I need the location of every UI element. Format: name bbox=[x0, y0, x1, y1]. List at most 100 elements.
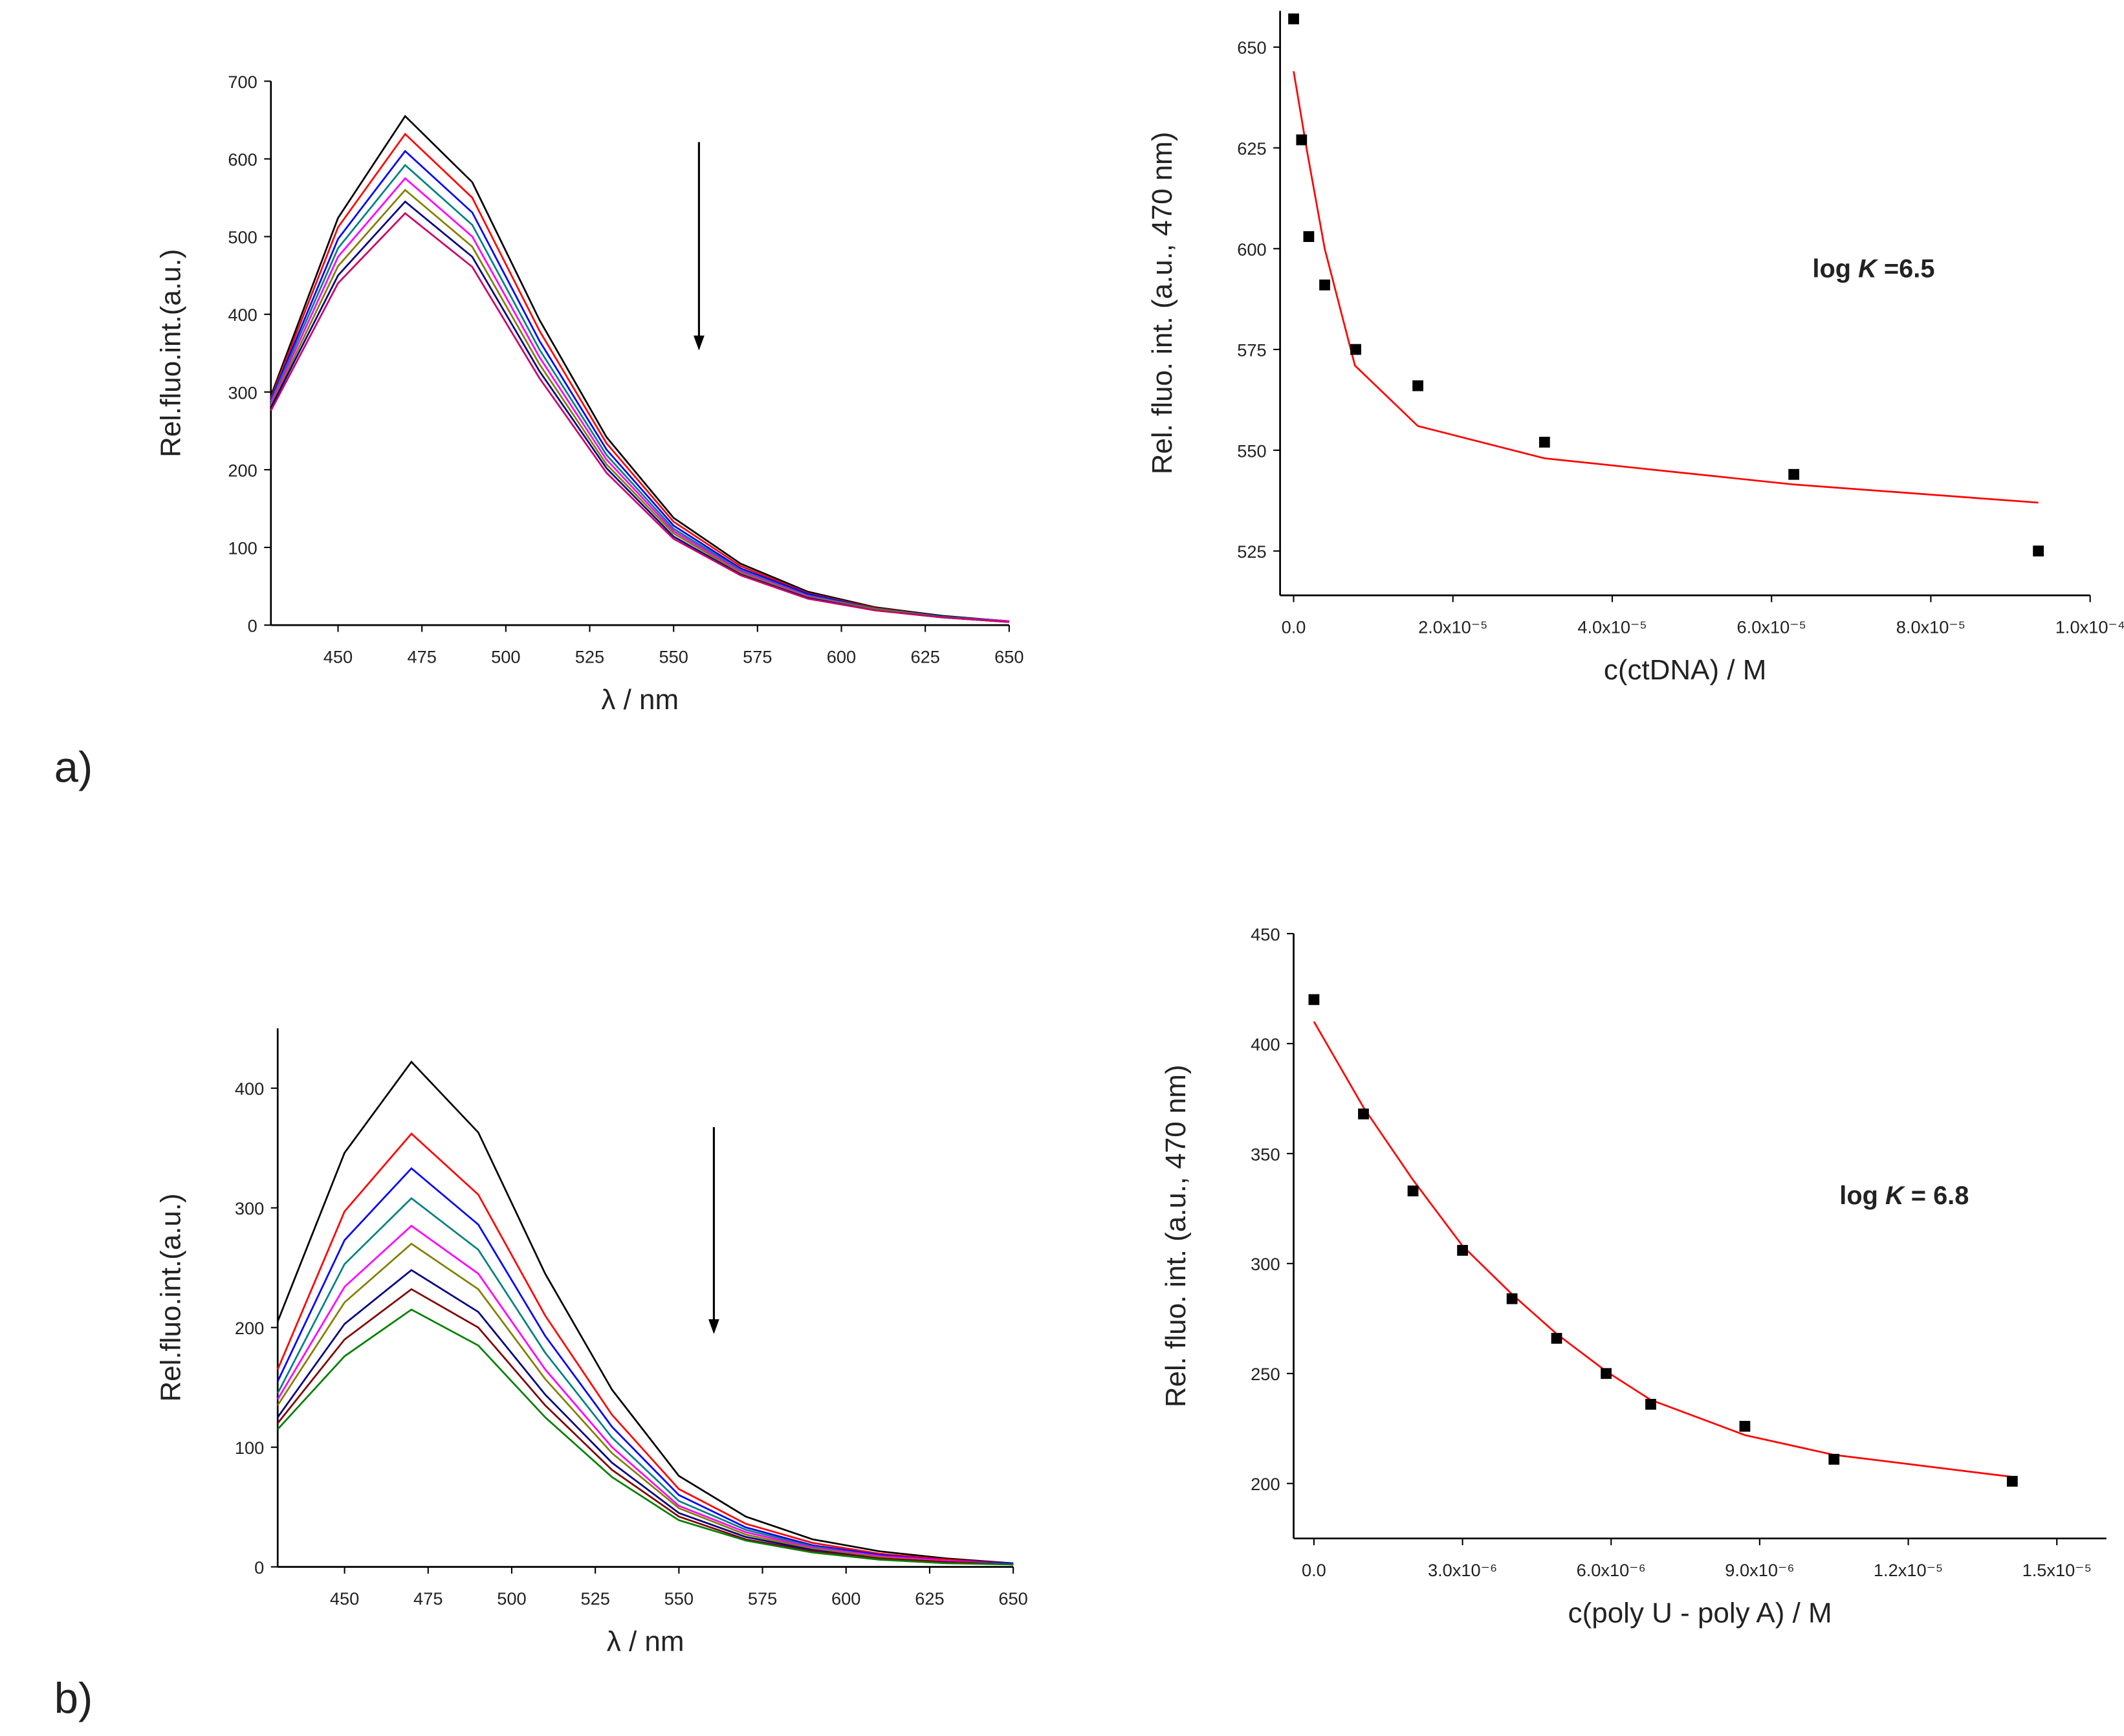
x-tick-label: 3.0x10⁻⁶ bbox=[1428, 1560, 1497, 1580]
y-tick-label: 0 bbox=[248, 616, 257, 636]
data-point bbox=[1506, 1293, 1518, 1304]
annotation-part: = 6.8 bbox=[1904, 1181, 1969, 1210]
data-point bbox=[1288, 13, 1299, 25]
x-tick-label: 550 bbox=[664, 1588, 694, 1609]
spectrum-line bbox=[276, 1167, 1014, 1565]
spectrum-line bbox=[270, 177, 1009, 622]
x-tick-label: 4.0x10⁻⁵ bbox=[1577, 617, 1647, 637]
y-tick-label: 700 bbox=[228, 72, 257, 92]
y-axis-label: Rel. fluo. int. (a.u., 470 nm) bbox=[1160, 1064, 1192, 1407]
annotation-part: =6.5 bbox=[1877, 255, 1935, 283]
x-tick-label: 1.2x10⁻⁵ bbox=[1874, 1560, 1943, 1580]
x-tick-label: 6.0x10⁻⁵ bbox=[1737, 617, 1806, 637]
x-tick-label: 475 bbox=[413, 1588, 443, 1609]
data-point bbox=[1308, 994, 1320, 1005]
y-tick-label: 600 bbox=[228, 149, 257, 170]
y-axis-label: Rel.fluo.int.(a.u.) bbox=[155, 249, 186, 457]
y-tick-label: 300 bbox=[235, 1198, 264, 1218]
spectrum-line bbox=[276, 1132, 1014, 1565]
y-tick-label: 100 bbox=[228, 538, 257, 558]
panel-label: a) bbox=[54, 743, 93, 792]
data-point bbox=[1788, 468, 1800, 480]
data-point bbox=[1457, 1245, 1468, 1256]
spectrum-line bbox=[277, 1197, 1014, 1566]
x-tick-label: 525 bbox=[575, 647, 604, 667]
y-tick-label: 100 bbox=[235, 1438, 264, 1458]
x-tick-label: 500 bbox=[491, 647, 520, 667]
y-tick-label: 300 bbox=[228, 382, 257, 402]
x-tick-label: 0.0 bbox=[1302, 1560, 1326, 1580]
y-axis-label: Rel.fluo.int.(a.u.) bbox=[155, 1193, 186, 1401]
y-tick-label: 450 bbox=[1251, 924, 1280, 944]
x-tick-label: 650 bbox=[998, 1588, 1027, 1609]
annotation-part: log bbox=[1839, 1181, 1885, 1210]
data-point bbox=[2033, 545, 2044, 556]
arrow bbox=[708, 1126, 719, 1334]
x-tick-label: 475 bbox=[407, 647, 436, 667]
data-point bbox=[1551, 1332, 1562, 1344]
x-axis-label: c(ctDNA) / M bbox=[1604, 654, 1767, 686]
x-tick-label: 2.0x10⁻⁵ bbox=[1418, 617, 1487, 637]
x-tick-label: 625 bbox=[915, 1588, 944, 1609]
x-tick-label: 600 bbox=[831, 1588, 860, 1609]
x-tick-label: 500 bbox=[497, 1588, 526, 1609]
y-tick-label: 0 bbox=[254, 1557, 264, 1577]
spectrum-line bbox=[270, 212, 1009, 623]
spectrum-line bbox=[277, 1224, 1014, 1566]
spectrum-line bbox=[277, 1308, 1014, 1566]
y-tick-label: 200 bbox=[1251, 1474, 1280, 1494]
data-point bbox=[1828, 1453, 1840, 1465]
x-tick-label: 0.0 bbox=[1282, 617, 1306, 637]
y-tick-label: 650 bbox=[1237, 38, 1266, 58]
annotation-part: K bbox=[1858, 255, 1879, 283]
data-point bbox=[1358, 1108, 1369, 1120]
annotation-part: log bbox=[1812, 255, 1858, 283]
y-axis-label: Rel. fluo. int. (a.u., 470 nm) bbox=[1146, 132, 1178, 475]
y-tick-label: 400 bbox=[235, 1079, 264, 1099]
spectrum-line bbox=[270, 188, 1009, 623]
annotation: log K =6.5 bbox=[1812, 255, 1934, 283]
fit-line bbox=[1293, 71, 2039, 504]
annotation: log K = 6.8 bbox=[1839, 1181, 1969, 1210]
spectrum-line bbox=[277, 1288, 1014, 1566]
x-tick-label: 1.5x10⁻⁵ bbox=[2022, 1560, 2092, 1580]
y-tick-label: 600 bbox=[1237, 239, 1266, 259]
x-tick-label: 450 bbox=[330, 1588, 359, 1609]
x-tick-label: 8.0x10⁻⁵ bbox=[1896, 617, 1965, 637]
x-axis-label: c(poly U - poly A) / M bbox=[1568, 1597, 1832, 1629]
y-tick-label: 575 bbox=[1237, 340, 1266, 360]
data-point bbox=[1319, 280, 1330, 291]
spectrum-line bbox=[270, 115, 1009, 622]
panel-label: b) bbox=[54, 1674, 93, 1722]
arrow bbox=[694, 142, 705, 351]
data-point bbox=[2006, 1475, 2018, 1487]
x-tick-label: 550 bbox=[659, 647, 688, 667]
y-tick-label: 350 bbox=[1251, 1144, 1280, 1164]
x-tick-label: 9.0x10⁻⁶ bbox=[1725, 1560, 1794, 1580]
x-tick-label: 625 bbox=[910, 647, 939, 667]
data-point bbox=[1407, 1185, 1419, 1196]
x-tick-label: 600 bbox=[827, 647, 856, 667]
spectrum-line bbox=[276, 1060, 1014, 1565]
y-tick-label: 400 bbox=[1251, 1034, 1280, 1054]
spectrum-line bbox=[277, 1242, 1014, 1566]
x-tick-label: 575 bbox=[743, 647, 772, 667]
y-tick-label: 200 bbox=[228, 460, 257, 480]
y-tick-label: 200 bbox=[235, 1318, 264, 1338]
x-tick-label: 450 bbox=[323, 647, 353, 667]
annotation-part: K bbox=[1885, 1181, 1906, 1210]
x-tick-label: 575 bbox=[748, 1588, 777, 1609]
data-point bbox=[1601, 1368, 1612, 1379]
y-tick-label: 400 bbox=[228, 305, 257, 325]
x-tick-label: 6.0x10⁻⁶ bbox=[1577, 1560, 1646, 1580]
data-point bbox=[1303, 231, 1315, 242]
spectrum-line bbox=[270, 164, 1009, 622]
data-point bbox=[1296, 134, 1308, 146]
data-point bbox=[1645, 1398, 1656, 1410]
x-tick-label: 1.0x10⁻⁴ bbox=[2055, 617, 2124, 637]
data-point bbox=[1412, 380, 1423, 391]
x-axis-label: λ / nm bbox=[607, 1625, 684, 1657]
fit-line bbox=[1313, 1021, 2013, 1478]
y-tick-label: 300 bbox=[1251, 1254, 1280, 1274]
